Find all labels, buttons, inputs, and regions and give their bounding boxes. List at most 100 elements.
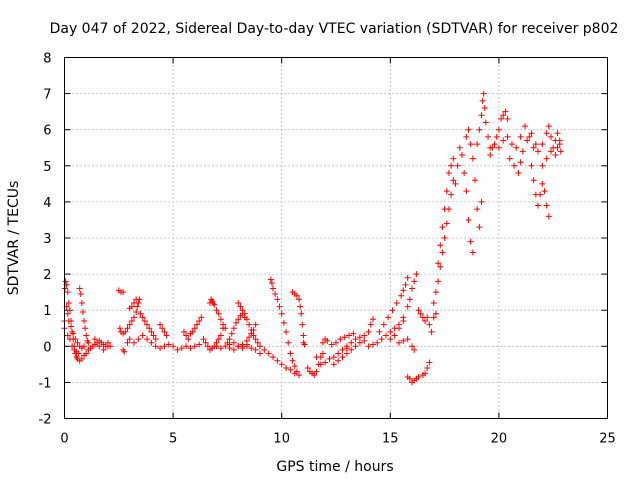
data-point bbox=[376, 328, 383, 335]
data-point bbox=[411, 346, 418, 353]
data-point bbox=[252, 321, 259, 328]
data-point bbox=[426, 321, 433, 328]
data-point bbox=[241, 310, 248, 317]
data-point bbox=[435, 278, 442, 285]
data-point bbox=[474, 141, 481, 148]
data-point bbox=[445, 170, 452, 177]
data-point bbox=[469, 249, 476, 256]
data-point bbox=[441, 206, 448, 213]
data-point bbox=[265, 350, 272, 357]
data-point bbox=[398, 292, 405, 299]
data-point bbox=[161, 328, 168, 335]
data-point bbox=[134, 303, 141, 310]
data-point bbox=[313, 368, 320, 375]
data-point bbox=[541, 188, 548, 195]
data-point bbox=[78, 299, 85, 306]
data-point bbox=[387, 336, 394, 343]
data-point bbox=[374, 339, 381, 346]
data-point bbox=[482, 119, 489, 126]
data-point bbox=[385, 314, 392, 321]
data-point bbox=[74, 339, 81, 346]
data-point bbox=[330, 361, 337, 368]
data-point bbox=[252, 336, 259, 343]
data-point bbox=[502, 108, 509, 115]
data-point bbox=[296, 296, 303, 303]
data-point bbox=[461, 170, 468, 177]
data-point bbox=[387, 328, 394, 335]
data-point bbox=[452, 180, 459, 187]
data-point bbox=[226, 345, 233, 352]
data-point bbox=[278, 361, 285, 368]
data-point bbox=[554, 130, 561, 137]
data-point bbox=[339, 354, 346, 361]
data-point bbox=[144, 336, 151, 343]
data-point bbox=[500, 137, 507, 144]
data-point bbox=[222, 343, 229, 350]
y-tick-label: 1 bbox=[43, 304, 51, 319]
data-point bbox=[180, 328, 187, 335]
data-point bbox=[139, 332, 146, 339]
data-point bbox=[144, 321, 151, 328]
data-point bbox=[76, 285, 83, 292]
x-tick-label: 15 bbox=[382, 432, 399, 447]
data-point bbox=[393, 299, 400, 306]
data-point bbox=[107, 343, 114, 350]
data-point bbox=[131, 339, 138, 346]
y-tick-label: 4 bbox=[43, 196, 51, 211]
data-point bbox=[356, 334, 363, 341]
data-point bbox=[333, 339, 339, 346]
data-point bbox=[554, 144, 561, 151]
data-point bbox=[283, 328, 290, 335]
data-point bbox=[213, 343, 220, 350]
data-point bbox=[211, 301, 218, 308]
x-tick-label: 10 bbox=[273, 432, 290, 447]
data-point bbox=[422, 318, 429, 325]
data-point bbox=[141, 318, 148, 325]
data-point bbox=[441, 235, 448, 241]
data-point bbox=[352, 343, 359, 350]
data-point bbox=[272, 290, 279, 297]
data-point bbox=[83, 332, 90, 339]
data-point bbox=[222, 325, 229, 332]
data-point bbox=[439, 224, 446, 231]
data-point bbox=[131, 299, 138, 306]
data-point bbox=[493, 133, 500, 140]
data-point bbox=[62, 278, 69, 285]
data-point bbox=[548, 133, 555, 140]
data-point bbox=[137, 310, 144, 317]
data-point bbox=[319, 339, 326, 346]
data-point bbox=[534, 148, 541, 155]
data-point bbox=[220, 321, 227, 328]
data-point bbox=[443, 188, 450, 195]
data-point bbox=[367, 321, 374, 328]
data-point bbox=[237, 303, 244, 310]
data-point bbox=[104, 339, 111, 346]
data-point bbox=[77, 290, 84, 297]
data-point bbox=[389, 307, 396, 314]
data-point bbox=[152, 336, 159, 343]
data-point bbox=[304, 364, 311, 371]
data-point bbox=[422, 370, 429, 377]
data-point bbox=[439, 249, 446, 256]
data-point bbox=[246, 334, 253, 341]
data-point bbox=[133, 296, 140, 303]
data-point bbox=[474, 206, 481, 213]
data-point bbox=[417, 310, 424, 317]
data-point bbox=[539, 162, 546, 169]
data-point bbox=[537, 191, 544, 198]
data-point bbox=[343, 343, 350, 350]
data-point bbox=[545, 213, 552, 220]
data-point bbox=[157, 345, 164, 352]
data-point bbox=[78, 355, 85, 362]
data-point bbox=[395, 339, 402, 346]
data-point bbox=[517, 159, 524, 166]
data-point bbox=[479, 97, 486, 104]
data-point bbox=[415, 373, 422, 380]
data-point bbox=[508, 141, 515, 148]
data-point bbox=[66, 336, 73, 343]
data-point bbox=[261, 346, 268, 353]
data-point bbox=[131, 314, 138, 321]
data-point bbox=[324, 337, 331, 344]
